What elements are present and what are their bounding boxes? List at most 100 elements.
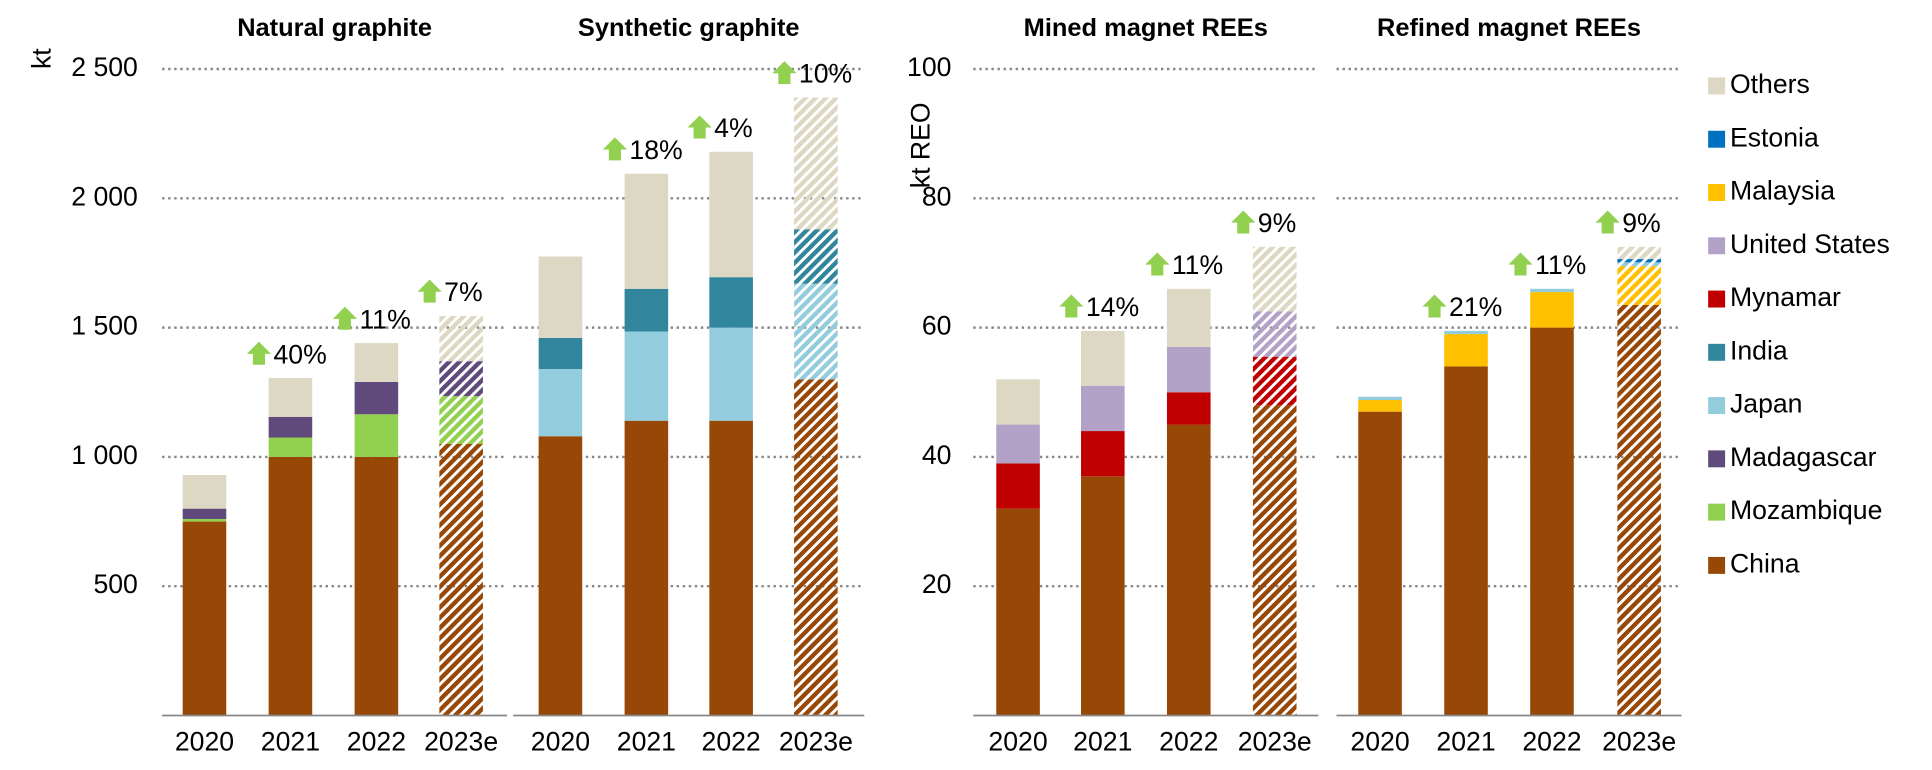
x-tick-label: 2023e [1238,726,1312,756]
bar-segment [1358,411,1402,716]
legend-swatch [1708,184,1726,201]
bar-segment [538,368,583,437]
legend-label: Estonia [1730,122,1819,152]
x-tick-label: 2022 [1522,726,1581,756]
y-tick-label: 2 500 [71,52,138,82]
bar-segment [1530,327,1574,716]
legend-swatch [1708,503,1726,521]
legend-label: China [1730,548,1800,578]
y-tick-label: 2 000 [71,181,138,211]
legend-swatch [1708,290,1726,308]
bar-segment [1530,292,1574,328]
growth-arrow [1059,294,1084,318]
bar-segment [354,414,399,457]
y-tick-label: 1 000 [71,440,138,470]
bar-segment [996,424,1040,464]
bar-segment [1444,366,1488,716]
growth-arrow [602,137,628,161]
bar-segment [1617,262,1661,267]
bar-segment [354,343,399,382]
growth-label: 21% [1449,292,1502,322]
y-tick-label: 500 [93,569,137,599]
bar-segment [709,151,753,278]
growth-label: 9% [1258,208,1296,238]
bar-segment [268,437,313,457]
growth-label: 4% [714,113,752,143]
x-tick-label: 2020 [175,726,234,756]
bar-segment [1081,476,1125,716]
y-axis-label: kt [26,48,56,69]
bar-segment [1444,330,1488,335]
panel-title: Refined magnet REEs [1377,14,1641,42]
x-tick-label: 2020 [988,726,1047,756]
legend-swatch [1708,397,1726,415]
legend-swatch [1708,556,1726,574]
growth-label: 18% [629,135,682,165]
x-tick-label: 2022 [702,726,761,756]
growth-arrow [1595,210,1620,234]
legend-label: Madagascar [1730,442,1877,472]
x-tick-label: 2023e [779,726,853,756]
legend-swatch [1708,343,1726,361]
bar-segment [1252,405,1297,716]
growth-arrow [246,341,272,365]
growth-arrow [1422,294,1447,318]
panel-title: Natural graphite [237,14,432,42]
bar-segment [709,327,753,421]
growth-label: 11% [1535,250,1586,280]
bar-segment [1252,246,1297,312]
bar-segment [1081,330,1125,386]
bar-segment [794,379,838,716]
legend-label: Mozambique [1730,495,1882,525]
bar-segment [624,173,669,289]
bar-segment [794,229,838,284]
bar-segment [1252,311,1297,357]
legend-label: Japan [1730,389,1803,419]
growth-label: 40% [273,339,326,369]
bar-segment [624,288,669,332]
bar-segment [624,420,669,716]
bar-segment [268,456,313,716]
y-tick-label: 60 [922,311,952,341]
legend-swatch [1708,237,1726,255]
growth-arrow [687,115,712,139]
bar-segment [1166,392,1211,425]
bar-segment [268,378,313,417]
bar-segment [538,256,583,338]
legend-swatch [1708,450,1726,468]
growth-arrow [1145,252,1170,276]
growth-arrow [1231,210,1256,234]
bar-segment [182,475,227,509]
bar-segment [182,521,227,716]
y-tick-label: 80 [922,181,952,211]
legend-label: India [1730,335,1788,365]
bar-segment [1081,431,1125,477]
y-tick-label: 100 [907,52,951,82]
bar-segment [1081,385,1125,432]
panel-title: Mined magnet REEs [1024,14,1268,42]
bar-segment [268,416,313,438]
y-tick-label: 40 [922,440,952,470]
bar-segment [996,508,1040,716]
bar-segment [794,283,838,380]
bar-segment [1358,396,1402,401]
bar-segment [709,277,753,328]
legend-label: Mynamar [1730,282,1841,312]
growth-arrow [772,61,797,85]
bar-segment [182,518,227,522]
growth-arrow [332,306,358,330]
bar-segment [1530,288,1574,293]
bar-segment [1166,347,1211,393]
bar-segment [182,508,227,519]
legend-swatch [1708,77,1726,95]
bar-segment [1617,259,1661,263]
bar-segment [996,463,1040,509]
bar-segment [1444,334,1488,367]
x-tick-label: 2020 [531,726,590,756]
x-tick-label: 2023e [1602,726,1676,756]
bar-segment [1166,424,1211,716]
growth-arrow [1508,252,1533,276]
legend-label: United States [1730,229,1890,259]
bar-segment [1166,288,1211,348]
